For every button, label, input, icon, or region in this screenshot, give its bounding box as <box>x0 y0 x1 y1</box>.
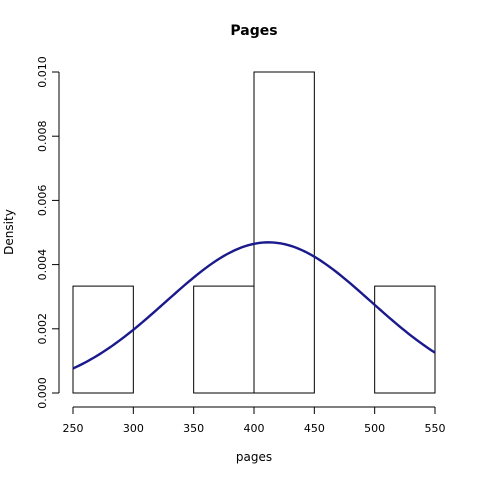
y-tick-label: 0.010 <box>36 56 49 88</box>
x-tick-label: 350 <box>183 422 204 435</box>
x-tick-label: 500 <box>364 422 385 435</box>
y-axis-label: Density <box>2 209 16 255</box>
y-tick-label: 0.002 <box>36 313 49 345</box>
histogram-bar-3 <box>253 71 315 394</box>
y-axis: 0.000 0.002 0.004 0.006 0.008 0.010 <box>36 56 60 409</box>
x-tick-label: 450 <box>304 422 325 435</box>
chart-title: Pages <box>230 23 277 39</box>
histogram-bar-5 <box>374 285 436 394</box>
x-tick-label: 550 <box>425 422 446 435</box>
y-tick-label: 0.004 <box>36 249 49 281</box>
y-tick-label: 0.006 <box>36 185 49 217</box>
x-tick-label: 250 <box>63 422 84 435</box>
bars-group <box>72 71 436 394</box>
x-axis: 250 300 350 400 450 500 550 <box>63 406 446 435</box>
x-axis-label: pages <box>236 450 272 464</box>
histogram-bar-2 <box>193 285 255 394</box>
y-tick-label: 0.008 <box>36 120 49 152</box>
histogram-bar-0 <box>72 285 134 394</box>
density-curve <box>72 241 436 370</box>
x-tick-label: 300 <box>123 422 144 435</box>
y-tick-label: 0.000 <box>36 377 49 409</box>
x-tick-label: 400 <box>244 422 265 435</box>
